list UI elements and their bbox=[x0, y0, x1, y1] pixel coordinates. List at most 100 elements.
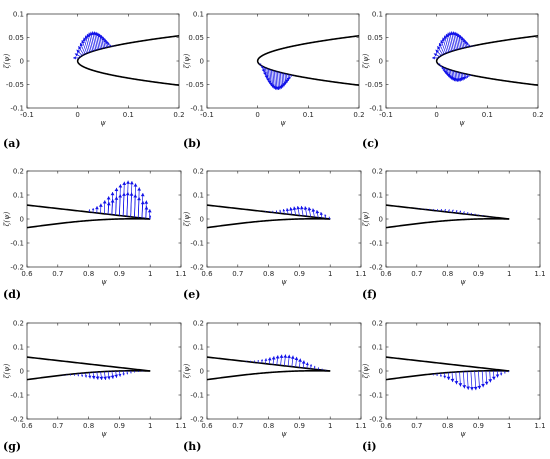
vector-upper-head-10 bbox=[283, 354, 288, 358]
vector-upper-inner-head-6 bbox=[106, 202, 111, 206]
vector-lower-head-10 bbox=[99, 376, 104, 380]
x-tick-label: -0.1 bbox=[200, 111, 214, 119]
vector-lower-head-6 bbox=[454, 380, 459, 385]
vector-lower-head-18 bbox=[499, 373, 503, 376]
vector-lower-head-20 bbox=[288, 76, 291, 79]
panel-label: (a) bbox=[3, 137, 21, 150]
vector-upper-head-4 bbox=[79, 42, 84, 47]
x-axis-label: ψ bbox=[101, 278, 107, 286]
y-axis-label: ζ(ψ) bbox=[183, 211, 191, 226]
vector-lower-head-9 bbox=[450, 77, 455, 81]
vector-lower-head-0 bbox=[439, 63, 441, 65]
x-tick-label: 0.8 bbox=[442, 270, 453, 278]
y-tick-label: 0 bbox=[20, 216, 24, 224]
vector-upper-head-7 bbox=[110, 192, 115, 196]
vector-lower-head-18 bbox=[284, 79, 289, 83]
x-tick-label: -0.1 bbox=[379, 111, 393, 119]
airfoil-lower-surface bbox=[76, 61, 179, 86]
vector-lower-head-18 bbox=[130, 372, 132, 374]
panel-d: 0.6 0.7 0.8 0.9 1 1.1 0.2 0.1 0 -0.1 -0.2 ψ ζ(ψ) (d) bbox=[3, 168, 187, 302]
y-tick-label: -0.1 bbox=[10, 105, 24, 113]
x-axis-label: ψ bbox=[460, 430, 466, 438]
y-tick-label: -0.1 bbox=[10, 240, 24, 248]
vector-lower-head-20 bbox=[468, 75, 470, 77]
vector-lower-head-6 bbox=[446, 73, 451, 78]
vector-upper-head-23 bbox=[140, 192, 145, 197]
vector-upper-head-13 bbox=[463, 211, 465, 213]
vector-upper-head-15 bbox=[319, 212, 324, 216]
x-tick-label: 1 bbox=[148, 270, 152, 278]
vector-upper-head-20 bbox=[107, 42, 111, 45]
x-tick-label: 0.6 bbox=[380, 422, 392, 430]
y-tick-label: 0 bbox=[200, 368, 204, 376]
x-tick-label: 1.1 bbox=[355, 422, 366, 430]
panel-c: -0.1 0 0.1 0.2 0.1 0.05 0 -0.05 -0.1 ψ ζ(ψ) (c) bbox=[362, 11, 544, 151]
axes-frame bbox=[206, 13, 360, 109]
x-axis-label: ψ bbox=[101, 430, 107, 438]
vector-upper-head-5 bbox=[81, 40, 85, 44]
vector-upper-head-6 bbox=[441, 37, 446, 42]
vector-upper-head-7 bbox=[271, 356, 276, 360]
y-tick-label: 0 bbox=[379, 58, 383, 66]
airfoil-lower-surface bbox=[207, 218, 331, 229]
vector-upper-head-0 bbox=[432, 56, 435, 60]
vector-upper-head-9 bbox=[114, 187, 119, 192]
panel-label: (h) bbox=[183, 440, 201, 453]
panel-label: (e) bbox=[183, 288, 200, 301]
vector-lower-head-6 bbox=[84, 375, 88, 378]
vector-upper-inner-head-12 bbox=[118, 194, 123, 198]
vector-upper-head-4 bbox=[260, 359, 264, 362]
x-tick-label: 0 bbox=[255, 111, 259, 119]
y-tick-label: -0.1 bbox=[369, 392, 383, 400]
x-tick-label: 0.6 bbox=[201, 422, 213, 430]
vector-lower-head-14 bbox=[484, 381, 489, 385]
y-tick-label: -0.1 bbox=[190, 392, 204, 400]
airfoil-upper-surface bbox=[435, 34, 538, 61]
y-tick-label: -0.2 bbox=[10, 416, 24, 424]
vector-upper-head-3 bbox=[437, 46, 441, 50]
airfoil-upper-surface bbox=[27, 204, 151, 220]
panel-e: 0.6 0.7 0.8 0.9 1 1.1 0.2 0.1 0 -0.1 -0.2 ψ ζ(ψ) (e) bbox=[183, 168, 367, 302]
y-tick-label: 0.1 bbox=[372, 344, 383, 352]
vector-upper-inner-22 bbox=[137, 197, 140, 218]
vector-lower-head-17 bbox=[126, 372, 129, 375]
x-tick-label: 0.6 bbox=[21, 270, 33, 278]
x-tick-label: 0.9 bbox=[114, 422, 125, 430]
vector-upper-inner-head-10 bbox=[114, 196, 119, 200]
vector-upper-head-5 bbox=[282, 209, 286, 212]
x-tick-label: 1 bbox=[507, 422, 511, 430]
y-axis-label: ζ(ψ) bbox=[3, 53, 11, 68]
vector-lower-head-18 bbox=[464, 76, 468, 79]
y-tick-label: -0.1 bbox=[369, 240, 383, 248]
vector-upper-head-5 bbox=[264, 358, 268, 361]
airfoil-lower-surface bbox=[386, 218, 510, 229]
vector-upper-head-9 bbox=[279, 354, 284, 359]
airfoil-lower-surface bbox=[27, 218, 151, 229]
x-tick-label: 0.6 bbox=[21, 422, 33, 430]
y-tick-label: 0 bbox=[379, 216, 383, 224]
panel-f: 0.6 0.7 0.8 0.9 1 1.1 0.2 0.1 0 -0.1 -0.2 ψ ζ(ψ) (f) bbox=[362, 168, 546, 302]
vector-upper-head-14 bbox=[315, 210, 320, 214]
vector-upper-inner-head-8 bbox=[110, 199, 115, 203]
vector-lower-head-16 bbox=[491, 376, 496, 380]
vector-upper-head-14 bbox=[298, 358, 302, 362]
vector-upper-inner-12 bbox=[119, 194, 121, 216]
y-tick-label: 0.1 bbox=[13, 11, 24, 19]
y-tick-label: 0.2 bbox=[193, 168, 204, 176]
vector-upper-head-12 bbox=[307, 207, 312, 211]
y-tick-label: -0.2 bbox=[10, 264, 24, 272]
airfoil-upper-surface bbox=[386, 356, 510, 372]
y-axis-label: ζ(ψ) bbox=[362, 363, 370, 378]
vector-lower-head-5 bbox=[81, 375, 84, 377]
x-axis-label: ψ bbox=[100, 119, 106, 127]
y-tick-label: 0.1 bbox=[13, 344, 24, 352]
y-tick-label: 0 bbox=[379, 368, 383, 376]
x-tick-label: 0.1 bbox=[123, 111, 134, 119]
vector-upper-inner-18 bbox=[130, 192, 132, 217]
vector-lower-head-2 bbox=[439, 375, 442, 377]
vector-upper-head-25 bbox=[144, 200, 149, 204]
vector-lower-head-0 bbox=[260, 63, 262, 65]
y-tick-label: 0.1 bbox=[13, 192, 24, 200]
vector-lower-head-14 bbox=[114, 374, 118, 378]
x-tick-label: 0.9 bbox=[473, 270, 484, 278]
